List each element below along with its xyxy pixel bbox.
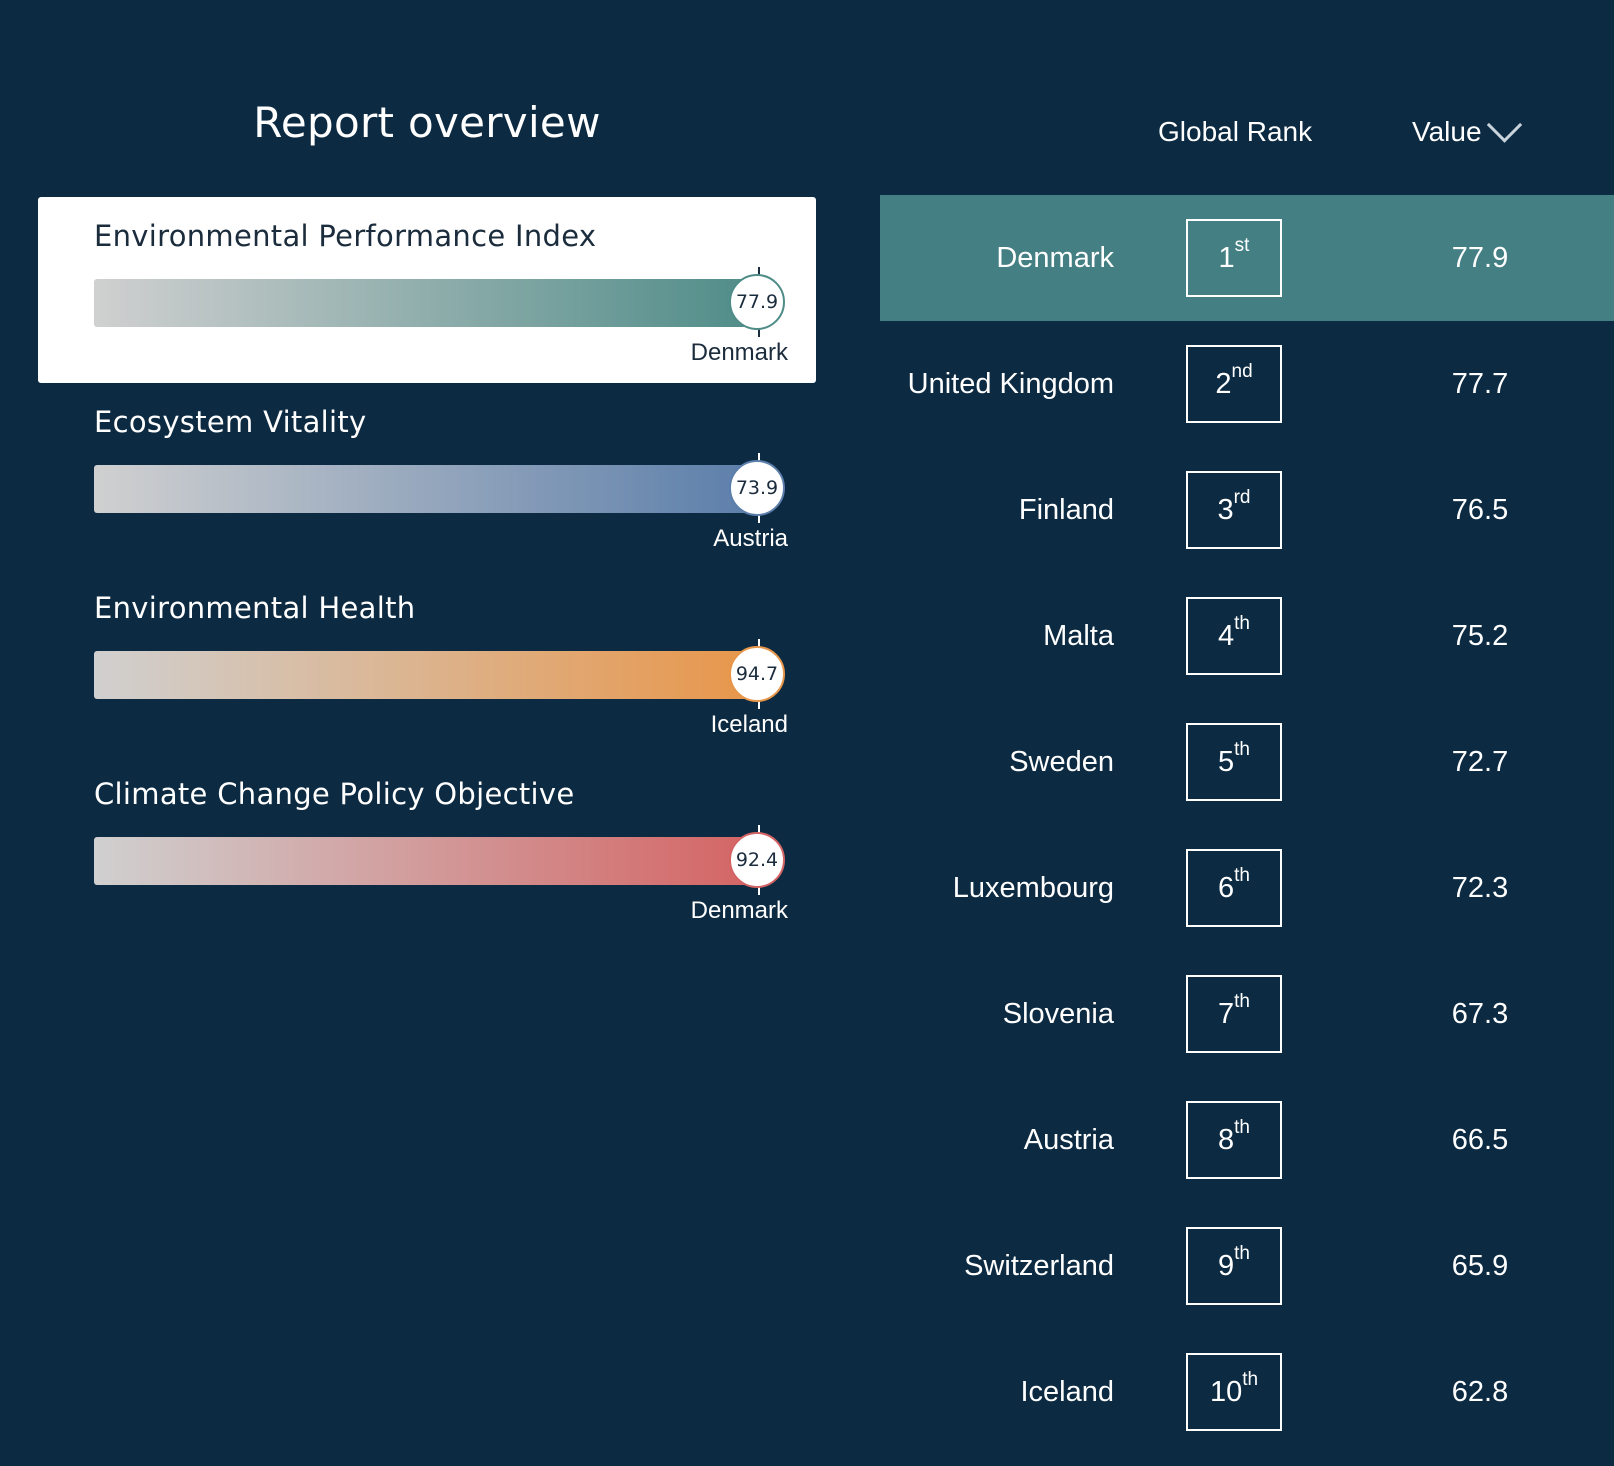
metric-value-badge: 94.7	[729, 646, 785, 702]
metric-value-badge: 92.4	[729, 832, 785, 888]
rank-suffix: st	[1234, 235, 1250, 256]
marker-tick-bottom	[758, 701, 760, 709]
marker-tick-top	[758, 639, 760, 647]
rank-suffix: th	[1234, 739, 1250, 760]
metric-leader: Austria	[713, 525, 788, 552]
rank-number: 10	[1209, 1375, 1243, 1408]
metric-bar	[94, 651, 758, 699]
rank-number: 6	[1218, 871, 1235, 904]
row-value: 75.2	[1451, 619, 1509, 652]
rank-number: 9	[1218, 1249, 1235, 1282]
page-title: Report overview	[253, 98, 601, 147]
rank-suffix: th	[1234, 1117, 1250, 1138]
country-name: Iceland	[1020, 1375, 1114, 1408]
rank-suffix: rd	[1233, 487, 1251, 508]
rank-suffix: th	[1234, 865, 1250, 886]
metric-leader: Iceland	[710, 711, 788, 738]
rank-number: 4	[1218, 619, 1235, 652]
row-value: 62.8	[1451, 1375, 1509, 1408]
metric-leader: Denmark	[690, 339, 788, 366]
metric-card[interactable]: Environmental Health 94.7 Iceland	[38, 569, 816, 755]
rank-number: 8	[1218, 1123, 1235, 1156]
metric-name: Environmental Health	[94, 591, 416, 625]
row-value: 65.9	[1451, 1249, 1509, 1282]
row-value: 77.7	[1451, 367, 1509, 400]
marker-tick-top	[758, 453, 760, 461]
row-value: 67.3	[1451, 997, 1509, 1030]
rank-number: 7	[1218, 997, 1235, 1030]
chevron-down-icon[interactable]	[1486, 107, 1522, 143]
country-name: Switzerland	[964, 1249, 1114, 1282]
country-name: Sweden	[1009, 745, 1114, 778]
marker-tick-bottom	[758, 329, 760, 337]
metric-card[interactable]: Ecosystem Vitality 73.9 Austria	[38, 383, 816, 569]
marker-tick-bottom	[758, 515, 760, 523]
country-name: United Kingdom	[907, 367, 1114, 400]
country-name: Luxembourg	[952, 871, 1114, 904]
rank-suffix: th	[1234, 613, 1250, 634]
metric-value-badge: 73.9	[729, 460, 785, 516]
rank-column-header[interactable]: Global Rank	[1158, 116, 1313, 147]
row-value: 77.9	[1451, 241, 1509, 274]
metric-card[interactable]: Climate Change Policy Objective 92.4 Den…	[38, 755, 816, 941]
country-name: Malta	[1043, 619, 1114, 652]
rank-suffix: th	[1234, 991, 1250, 1012]
rank-suffix: th	[1242, 1369, 1259, 1390]
rank-suffix: nd	[1231, 361, 1253, 382]
country-name: Denmark	[996, 241, 1114, 274]
country-name: Finland	[1018, 493, 1114, 526]
row-value: 76.5	[1451, 493, 1509, 526]
row-value: 72.7	[1451, 745, 1509, 778]
value-column-label: Value	[1412, 116, 1482, 147]
row-value: 72.3	[1451, 871, 1509, 904]
rank-number: 1	[1218, 241, 1235, 274]
metric-name: Ecosystem Vitality	[94, 405, 367, 439]
rank-suffix: th	[1234, 1243, 1250, 1264]
metric-name: Climate Change Policy Objective	[94, 777, 575, 811]
country-name: Austria	[1023, 1123, 1114, 1156]
metric-name: Environmental Performance Index	[94, 219, 597, 253]
rank-number: 5	[1218, 745, 1235, 778]
metric-bar	[94, 837, 758, 885]
marker-tick-top	[758, 825, 760, 833]
metric-bar	[94, 279, 758, 327]
metric-value-badge: 77.9	[729, 274, 785, 330]
value-column-header[interactable]: Value	[1412, 107, 1522, 148]
metric-card[interactable]: Environmental Performance Index 77.9 Den…	[38, 197, 816, 383]
row-value: 66.5	[1451, 1123, 1509, 1156]
rank-number: 3	[1217, 493, 1234, 526]
country-name: Slovenia	[1002, 997, 1114, 1030]
metric-bar	[94, 465, 758, 513]
metric-leader: Denmark	[690, 897, 788, 924]
rank-number: 2	[1215, 367, 1232, 400]
marker-tick-bottom	[758, 887, 760, 895]
marker-tick-top	[758, 267, 760, 275]
